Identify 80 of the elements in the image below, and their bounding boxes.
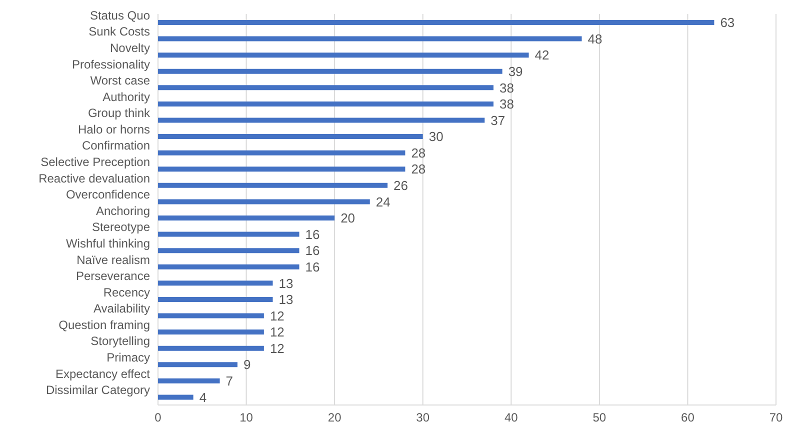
data-label: 20 xyxy=(340,210,356,226)
bar xyxy=(158,378,220,384)
y-tick-label: Dissimilar Category xyxy=(46,383,150,398)
data-label: 9 xyxy=(243,357,251,372)
y-tick-label: Availability xyxy=(94,302,150,316)
y-tick-label: Authority xyxy=(102,90,150,104)
x-tick-label: 50 xyxy=(592,410,606,425)
data-label: 63 xyxy=(720,15,735,30)
bar xyxy=(158,313,264,318)
bar xyxy=(158,394,194,400)
bar xyxy=(158,182,388,188)
y-tick-label: Primacy xyxy=(106,350,150,365)
y-tick-label: Sunk Costs xyxy=(88,24,150,39)
data-label: 28 xyxy=(411,162,426,177)
bar xyxy=(158,150,406,156)
data-label: 48 xyxy=(588,31,602,46)
y-tick-label: Novelty xyxy=(110,40,150,55)
x-tick-label: 30 xyxy=(416,410,430,425)
data-label: 16 xyxy=(305,259,320,274)
y-tick-label: Recency xyxy=(103,285,150,300)
bar xyxy=(158,199,370,204)
data-label: 28 xyxy=(411,145,426,160)
data-label: 13 xyxy=(278,292,294,308)
bar xyxy=(158,20,714,25)
data-label: 38 xyxy=(499,80,514,96)
y-tick-label: Storytelling xyxy=(90,334,150,348)
data-label: 37 xyxy=(490,112,506,128)
data-label: 42 xyxy=(534,48,550,63)
bar xyxy=(158,296,273,302)
data-label: 12 xyxy=(270,340,284,356)
bar xyxy=(158,232,300,237)
data-label: 39 xyxy=(508,64,523,79)
y-tick-label: Selective Preception xyxy=(40,155,150,170)
bar xyxy=(158,101,494,106)
data-label: 30 xyxy=(428,129,444,144)
y-tick-label: Reactive devaluation xyxy=(38,171,150,186)
bar xyxy=(158,134,423,140)
y-tick-label: Expectancy effect xyxy=(56,366,151,381)
data-label: 16 xyxy=(305,243,320,258)
bar xyxy=(158,264,300,270)
y-tick-label: Status Quo xyxy=(90,8,150,22)
bar xyxy=(158,330,264,335)
data-label: 12 xyxy=(270,324,284,340)
bar xyxy=(158,118,485,123)
y-tick-label: Wishful thinking xyxy=(66,236,150,250)
bar xyxy=(158,280,273,286)
data-label: 16 xyxy=(305,226,320,242)
data-label: 12 xyxy=(270,308,284,324)
x-tick-label: 0 xyxy=(154,410,162,425)
bar xyxy=(158,346,264,351)
data-label: 26 xyxy=(394,178,408,194)
bar xyxy=(158,85,494,90)
bar xyxy=(158,362,238,368)
y-tick-label: Question framing xyxy=(58,318,150,332)
x-tick-label: 40 xyxy=(504,410,518,425)
data-label: 38 xyxy=(499,96,514,112)
x-tick-label: 60 xyxy=(681,410,695,425)
y-tick-label: Anchoring xyxy=(96,204,150,218)
y-tick-label: Naïve realism xyxy=(76,252,150,267)
data-label: 7 xyxy=(226,374,234,389)
bar xyxy=(158,166,406,172)
y-tick-label: Stereotype xyxy=(92,220,150,234)
bar xyxy=(158,216,335,220)
y-tick-label: Confirmation xyxy=(82,138,150,153)
data-label: 13 xyxy=(278,276,294,291)
y-tick-label: Halo or horns xyxy=(78,122,150,136)
bar xyxy=(158,68,502,74)
y-tick-label: Perseverance xyxy=(76,269,150,284)
x-tick-label: 20 xyxy=(328,410,342,425)
bar xyxy=(158,36,582,42)
bar xyxy=(158,248,300,254)
x-tick-label: 70 xyxy=(769,410,783,425)
data-label: 4 xyxy=(199,390,207,405)
y-tick-label: Group think xyxy=(88,106,151,120)
x-tick-label: 10 xyxy=(240,410,254,425)
data-label: 24 xyxy=(376,194,390,210)
bar xyxy=(158,52,529,58)
y-tick-label: Professionality xyxy=(72,57,150,72)
y-tick-label: Worst case xyxy=(90,74,150,88)
y-tick-label: Overconfidence xyxy=(66,188,150,202)
